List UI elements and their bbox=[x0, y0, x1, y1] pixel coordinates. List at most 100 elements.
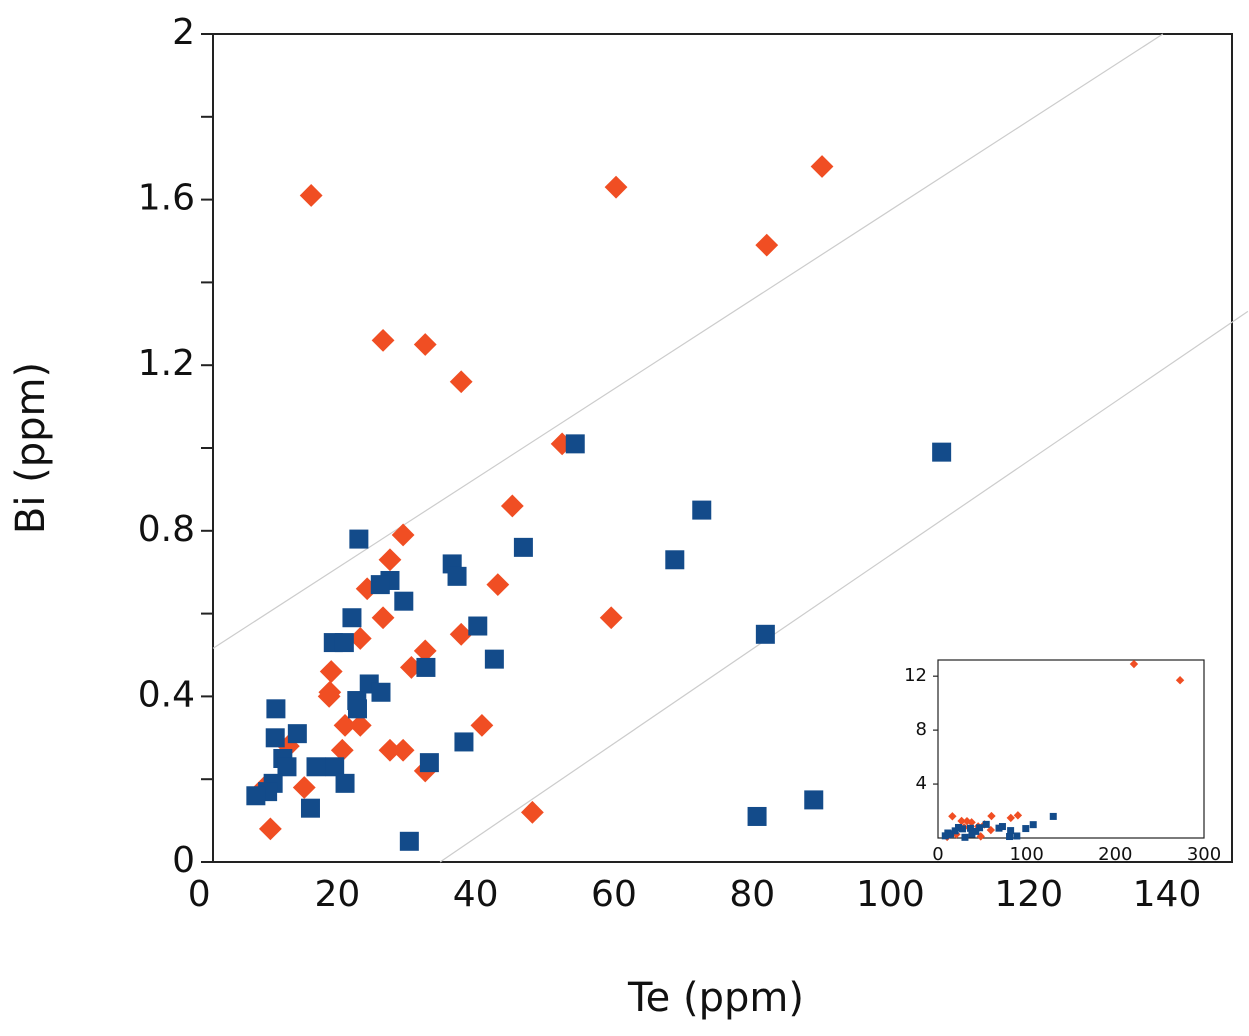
point bbox=[565, 434, 585, 454]
point bbox=[948, 812, 957, 821]
x-tick-label: 80 bbox=[729, 874, 775, 915]
x-tick-label: 140 bbox=[1133, 874, 1202, 915]
point bbox=[513, 537, 533, 557]
x-tick-label: 100 bbox=[856, 874, 925, 915]
point bbox=[692, 500, 712, 520]
reference-line bbox=[212, 33, 1164, 649]
y-tick-label: 1.6 bbox=[138, 178, 195, 219]
point bbox=[958, 825, 966, 833]
x-tick-label: 200 bbox=[1098, 844, 1132, 865]
point bbox=[967, 818, 976, 827]
point bbox=[500, 494, 524, 518]
point bbox=[604, 175, 628, 199]
point bbox=[1006, 813, 1015, 823]
point bbox=[335, 773, 355, 793]
point bbox=[342, 608, 362, 628]
point bbox=[962, 816, 972, 826]
point bbox=[961, 833, 969, 841]
point bbox=[391, 738, 415, 762]
point bbox=[413, 333, 437, 356]
point bbox=[1175, 676, 1185, 685]
point bbox=[330, 738, 354, 762]
x-tick-label: 20 bbox=[315, 874, 361, 915]
point bbox=[972, 827, 980, 835]
point bbox=[325, 757, 345, 777]
point bbox=[1013, 832, 1021, 840]
point bbox=[957, 816, 966, 826]
point bbox=[747, 806, 767, 826]
point bbox=[265, 728, 285, 748]
point bbox=[334, 633, 354, 653]
point bbox=[266, 699, 286, 719]
point bbox=[665, 550, 685, 570]
point bbox=[470, 713, 494, 737]
x-axis-title: Te (ppm) bbox=[627, 975, 804, 1021]
x-tick-label: 60 bbox=[591, 874, 637, 915]
point bbox=[755, 624, 775, 644]
point bbox=[347, 699, 367, 719]
point bbox=[454, 732, 474, 752]
point bbox=[468, 616, 488, 636]
point bbox=[995, 824, 1003, 832]
x-tick-label: 40 bbox=[453, 874, 499, 915]
x-tick-label: 300 bbox=[1187, 844, 1221, 865]
point bbox=[599, 606, 623, 630]
point bbox=[968, 830, 976, 838]
y-tick-label: 0 bbox=[172, 840, 195, 881]
point bbox=[976, 824, 984, 832]
plot-area bbox=[937, 659, 1205, 839]
point bbox=[1029, 821, 1037, 829]
point bbox=[941, 832, 949, 840]
point bbox=[804, 790, 824, 810]
point bbox=[378, 738, 402, 762]
point bbox=[399, 831, 419, 851]
point bbox=[755, 233, 779, 257]
point bbox=[1022, 825, 1030, 833]
point bbox=[394, 591, 414, 611]
point bbox=[371, 682, 391, 702]
y-tick-label: 0.8 bbox=[138, 509, 195, 550]
x-tick-label: 0 bbox=[188, 874, 211, 915]
point bbox=[1049, 812, 1057, 820]
point bbox=[306, 757, 326, 777]
y-tick-label: 4 bbox=[916, 773, 927, 794]
y-tick-label: 1.2 bbox=[138, 343, 195, 384]
y-axis-title: Bi (ppm) bbox=[8, 362, 54, 534]
x-tick-label: 120 bbox=[994, 874, 1063, 915]
point bbox=[258, 817, 282, 841]
point bbox=[277, 757, 297, 777]
point bbox=[986, 825, 996, 835]
point bbox=[1013, 811, 1023, 820]
y-tick-label: 12 bbox=[904, 665, 927, 686]
point bbox=[246, 786, 266, 806]
y-tick-label: 0.4 bbox=[138, 674, 195, 715]
point bbox=[371, 606, 395, 630]
y-tick-label: 2 bbox=[172, 12, 195, 53]
point bbox=[1007, 827, 1015, 835]
point bbox=[449, 370, 473, 394]
point bbox=[982, 820, 990, 828]
point bbox=[966, 824, 974, 832]
point bbox=[484, 649, 504, 669]
reference-line bbox=[439, 310, 1249, 863]
point bbox=[486, 573, 510, 597]
point bbox=[1129, 659, 1139, 669]
point bbox=[300, 798, 320, 818]
point bbox=[317, 685, 341, 708]
point bbox=[349, 529, 369, 549]
point bbox=[370, 575, 390, 595]
point bbox=[951, 827, 959, 835]
x-tick-label: 100 bbox=[1009, 844, 1043, 865]
y-tick-label: 8 bbox=[916, 719, 927, 740]
point bbox=[1006, 833, 1014, 841]
point bbox=[810, 155, 834, 178]
point bbox=[348, 627, 372, 650]
point bbox=[987, 811, 996, 821]
point bbox=[932, 442, 952, 462]
point bbox=[348, 713, 372, 737]
point bbox=[447, 566, 467, 586]
point bbox=[319, 660, 343, 683]
point bbox=[333, 713, 357, 737]
point bbox=[416, 657, 436, 677]
